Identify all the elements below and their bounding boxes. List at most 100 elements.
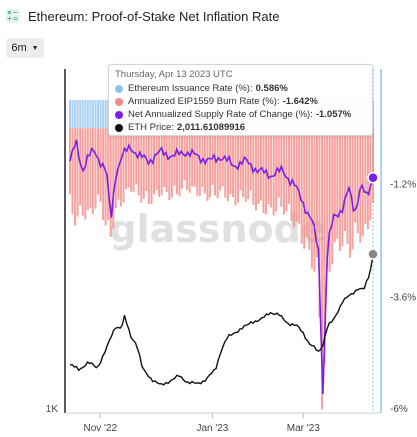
- tooltip-value: -1.642%: [282, 96, 318, 107]
- burn-bar: [356, 128, 359, 234]
- price-dot-icon: [115, 123, 123, 132]
- burn-bar: [333, 128, 336, 243]
- burn-bar: [216, 128, 219, 199]
- burn-bar: [84, 128, 87, 220]
- burn-bar: [326, 128, 329, 269]
- issuance-bar: [89, 100, 92, 129]
- burn-bar: [344, 128, 346, 231]
- issuance-bar: [84, 100, 87, 129]
- issuance-bar: [71, 100, 74, 129]
- issuance-dot-icon: [115, 84, 123, 93]
- burn-bar: [203, 128, 206, 194]
- burn-bar: [147, 128, 150, 204]
- issuance-bar: [97, 100, 99, 129]
- issuance-bar: [94, 100, 97, 129]
- burn-bar: [321, 128, 324, 410]
- burn-bar: [158, 128, 161, 197]
- time-range-label: 6m: [11, 42, 27, 54]
- burn-bar: [305, 128, 308, 237]
- burn-bar: [132, 128, 135, 193]
- burn-bar: [224, 128, 227, 198]
- burn-bar: [104, 128, 107, 226]
- burn-bar: [142, 128, 145, 199]
- burn-bar: [277, 128, 280, 198]
- burn-bar: [298, 128, 301, 224]
- tooltip-date: Thursday, Apr 13 2023 UTC: [115, 69, 233, 80]
- burn-bar: [214, 128, 217, 196]
- burn-bar: [346, 128, 349, 244]
- burn-bar: [361, 128, 364, 237]
- chart-header: × − + = Ethereum: Proof-of-Stake Net Infla…: [6, 6, 279, 26]
- burn-bar: [97, 128, 99, 195]
- net-dot-icon: [115, 110, 123, 119]
- burn-bar: [338, 128, 341, 251]
- burn-bar: [130, 128, 133, 192]
- x-tick-label: Nov '22: [84, 423, 118, 434]
- issuance-bar: [86, 100, 89, 129]
- tooltip-row-net: Net Annualized Supply Rate of Change (%)…: [115, 108, 366, 121]
- burn-bar: [313, 128, 316, 272]
- issuance-bar: [99, 100, 102, 129]
- burn-bar: [170, 128, 173, 198]
- burn-bar: [178, 128, 181, 197]
- y-right-tick-label: -1.2%: [390, 180, 416, 191]
- burn-bar: [341, 128, 344, 247]
- burn-bar: [125, 128, 127, 190]
- y-right-tick-label: -3.6%: [390, 292, 416, 303]
- burn-bar: [295, 128, 298, 222]
- issuance-bar: [79, 100, 82, 129]
- net-supply-marker: [367, 172, 379, 184]
- burn-bar: [122, 128, 125, 203]
- watermark: glassnode: [109, 207, 326, 251]
- tooltip-value: -1.057%: [315, 109, 352, 120]
- burn-bar: [331, 128, 334, 265]
- burn-bar: [107, 128, 110, 221]
- burn-bar: [364, 128, 367, 224]
- chevron-down-icon: ▼: [31, 44, 39, 52]
- time-range-dropdown[interactable]: 6m ▼: [6, 38, 44, 58]
- tooltip-row-issuance: Ethereum Issuance Rate (%): 0.586%: [115, 82, 366, 95]
- burn-bar: [193, 128, 196, 187]
- tooltip: Thursday, Apr 13 2023 UTC Ethereum Issua…: [108, 64, 373, 136]
- burn-bar: [201, 128, 204, 187]
- issuance-bar: [76, 100, 79, 129]
- x-tick-label: Jan '23: [196, 423, 228, 434]
- burn-bar: [165, 128, 168, 193]
- burn-bar: [168, 128, 171, 200]
- burn-bar: [150, 128, 153, 205]
- burn-bar: [127, 128, 130, 188]
- tooltip-label: ETH Price:: [128, 122, 174, 133]
- burn-bar: [260, 128, 262, 201]
- y-right-tick-label: -6%: [390, 404, 408, 415]
- tooltip-row-burn: Annualized EIP1559 Burn Rate (%): -1.642…: [115, 95, 366, 108]
- burn-bar: [328, 128, 331, 272]
- burn-bar: [160, 128, 163, 196]
- y-left-tick-label: 1K: [46, 404, 59, 415]
- burn-bar: [81, 128, 84, 216]
- burn-bar: [285, 128, 288, 212]
- burn-bar: [91, 128, 94, 214]
- burn-bar: [221, 128, 224, 187]
- burn-bar: [316, 128, 318, 258]
- burn-bar: [76, 128, 79, 217]
- burn-bar: [308, 128, 311, 250]
- burn-bar: [69, 128, 71, 195]
- burn-bar: [267, 128, 270, 205]
- burn-bar: [231, 128, 234, 198]
- markers-layer: [367, 172, 379, 260]
- burn-bar: [206, 128, 209, 201]
- tooltip-label: Annualized EIP1559 Burn Rate (%):: [128, 96, 280, 107]
- x-tick-label: Mar '23: [287, 423, 320, 434]
- burn-bar: [112, 128, 115, 229]
- burn-bar: [244, 128, 247, 202]
- lines-layer: [69, 139, 374, 395]
- burn-bar: [249, 128, 252, 191]
- burn-bar: [257, 128, 260, 204]
- burn-bar: [140, 128, 143, 203]
- burn-bar: [117, 128, 120, 200]
- burn-bar: [102, 128, 105, 220]
- tooltip-row-price: ETH Price: 2,011.61089916: [115, 121, 366, 134]
- issuance-bar: [104, 100, 107, 129]
- burn-bar: [288, 128, 290, 204]
- burn-bar: [300, 128, 303, 244]
